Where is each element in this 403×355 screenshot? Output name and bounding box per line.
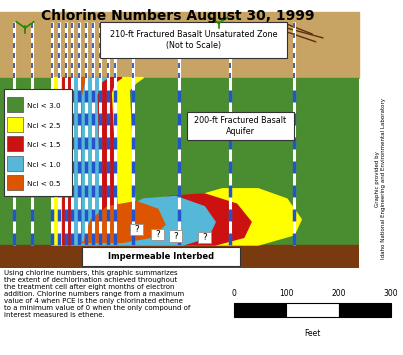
Polygon shape [63,78,251,245]
Text: Chlorine Numbers August 30, 1999: Chlorine Numbers August 30, 1999 [41,9,314,23]
Bar [152,229,164,240]
Bar [7,117,23,131]
Bar [286,303,339,317]
Text: ?: ? [202,233,207,242]
Text: ?: ? [134,225,139,234]
Polygon shape [72,78,215,245]
Bar [187,112,294,140]
Text: Ncl < 1.0: Ncl < 1.0 [27,162,60,168]
Bar [7,175,23,190]
Bar [169,230,182,242]
Bar [339,303,391,317]
Bar [0,245,359,268]
Polygon shape [81,78,165,242]
Text: 0: 0 [231,289,236,297]
Text: Ncl < 2.5: Ncl < 2.5 [27,122,60,129]
Bar [4,89,72,196]
Text: Using chlorine numbers, this graphic summarizes
the extent of dechlorination ach: Using chlorine numbers, this graphic sum… [4,270,190,318]
Text: ?: ? [156,230,160,239]
Bar [130,224,143,235]
Text: 200-ft Fractured Basalt
Aquifer: 200-ft Fractured Basalt Aquifer [194,116,287,136]
Bar [0,78,359,245]
Bar [83,247,240,266]
Bar [7,156,23,170]
Text: Ncl < 1.5: Ncl < 1.5 [27,142,60,148]
Text: 100: 100 [279,289,293,297]
Bar [7,136,23,151]
Polygon shape [52,78,301,245]
Text: Graphic provided by
Idaho National Engineering and Environmental Laboratory: Graphic provided by Idaho National Engin… [376,98,386,259]
Text: ?: ? [173,231,178,241]
Text: 300: 300 [384,289,398,297]
Bar [0,12,359,78]
Text: Feet: Feet [304,329,320,338]
Text: 200: 200 [331,289,346,297]
Bar [198,232,211,243]
Text: Ncl < 3.0: Ncl < 3.0 [27,103,60,109]
Text: Ncl < 0.5: Ncl < 0.5 [27,181,60,187]
Bar [234,303,286,317]
Bar [100,22,287,58]
Text: Impermeable Interbed: Impermeable Interbed [108,252,214,261]
Bar [7,97,23,112]
Text: 210-ft Fractured Basalt Unsaturated Zone
(Not to Scale): 210-ft Fractured Basalt Unsaturated Zone… [110,31,277,50]
